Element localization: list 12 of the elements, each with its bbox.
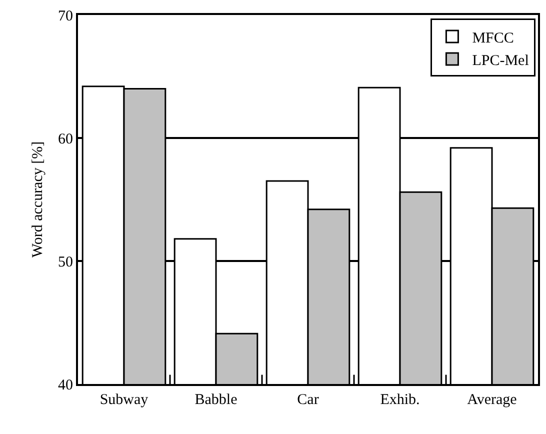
y-tick-label: 70 (58, 8, 73, 24)
legend-label: MFCC (472, 30, 514, 46)
y-tick-label: 50 (58, 254, 73, 270)
x-tick-label: Subway (100, 392, 149, 408)
y-axis-title: Word accuracy [%] (30, 141, 46, 258)
y-tick-label: 40 (58, 377, 73, 394)
x-tick-label: Car (297, 392, 319, 408)
x-tick-label: Average (467, 392, 518, 408)
legend-label: LPC-Mel (472, 52, 529, 69)
y-tick-label: 60 (58, 131, 73, 148)
x-tick-label: Babble (194, 392, 238, 408)
x-tick-label: Exhib. (380, 392, 420, 408)
